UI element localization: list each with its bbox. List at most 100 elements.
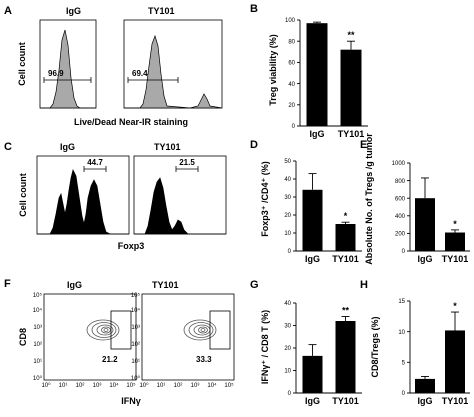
panel-a-xlabel: Live/Dead Near-IR staining [74,117,188,127]
chart-g-ytick-label: 0 [288,391,292,397]
chart-b-significance-label: ** [347,30,355,40]
panel-c-gate-value-ty101: 21.5 [179,158,195,167]
panel-f-ty101-ytick-label: 10¹ [131,359,140,365]
chart-b-bar [340,49,362,126]
panel-f-igg-xtick-label: 10⁰ [41,382,51,389]
panel-f-gate-value-ty101: 33.3 [196,355,212,364]
chart-d-bar [302,189,323,251]
chart-d-bar [335,224,356,251]
panel-a-plot-frame-ty101 [123,19,223,109]
panel-f-igg-ytick-label: 10⁵ [33,292,43,299]
panel-a-histogram-igg [40,29,96,109]
chart-d-significance-label: * [344,211,348,221]
chart-e-letter: E [360,139,367,151]
chart-d-ylabel: Foxp3⁺ /CD4⁺ (%) [260,161,270,237]
panel-c-title-ty101: TY101 [154,142,181,152]
chart-g-bar [302,355,323,393]
chart-b-category-label: IgG [310,129,325,139]
chart-d-ytick-label: 40 [284,177,291,183]
panel-f-ty101-xtick-label: 10⁵ [224,382,234,389]
chart-h-ylabel: CD8/Tregs (%) [370,316,380,377]
panel-f-title-ty101: TY101 [152,280,179,290]
panel-a: A IgG TY101 96.9 69.4 Cell count Live/De… [4,5,223,127]
chart-g-category-label: TY101 [332,396,359,406]
panel-a-letter: A [4,5,12,17]
panel-f-ty101-ytick-label: 10⁴ [131,307,141,314]
chart-d-category-label: TY101 [332,254,359,264]
chart-e-ytick-label: 400 [395,214,406,220]
chart-e-significance-label: * [453,219,457,229]
panel-c-letter: C [4,141,12,153]
panel-c-ylabel: Cell count [18,173,28,217]
panel-f-igg-xtick-label: 10¹ [59,383,68,389]
panel-c: C IgG TY101 44.7 21.5 Cell count Foxp3 [4,141,227,251]
panel-f-ty101-ytick-label: 10⁰ [131,375,141,382]
chart-e-bar [415,198,435,251]
panel-a-title-igg: IgG [66,6,81,16]
chart-g-letter: G [250,279,259,291]
chart-e-ytick-label: 600 [395,196,406,202]
chart-g: G 0 10 20 30 40 IFNγ⁺ / CD8 T (%) IgG ** TY101 [250,279,362,406]
panel-f-igg-ytick-label: 10² [33,342,42,348]
chart-d-ytick-label: 20 [284,213,291,219]
chart-g-bar [335,321,356,393]
panel-f-igg-xtick-label: 10⁵ [126,382,136,389]
panel-f-ty101-ytick-label: 10⁵ [131,292,141,299]
panel-f-ty101-ytick-label: 10² [131,342,140,348]
chart-g-ylabel: IFNγ⁺ / CD8 T (%) [260,310,270,384]
chart-h: H 0 5 10 15 CD8/Tregs (%) IgG * TY101 [360,279,470,406]
panel-f-tick-labels: 10⁰ 10¹ 10² 10³ 10⁴ 10⁵ 10⁰ 10¹ 10² 10³ … [33,292,234,389]
chart-g-ytick-label: 30 [284,324,291,330]
chart-d-ytick-label: 30 [284,195,291,201]
chart-b-letter: B [250,3,258,15]
chart-e-ylabel: Absolute No. of Tregs /g tumor [364,133,374,265]
panel-f: F IgG TY101 10⁰ 10¹ 10² 10³ 10⁴ 10⁵ 10⁰ … [4,278,235,406]
panel-f-igg-xtick-label: 10⁴ [109,382,119,389]
chart-d-letter: D [250,139,258,151]
chart-d-ytick-label: 0 [288,249,292,255]
panel-a-histogram-ty101 [124,34,223,109]
chart-e-ytick-label: 0 [402,249,406,255]
chart-d: D 0 10 20 30 40 50 Foxp3⁺ /CD4⁺ (%) IgG * TY101 [250,139,362,264]
panel-a-ylabel: Cell count [17,42,27,86]
panel-f-ty101-xtick-label: 10⁴ [207,382,217,389]
panel-f-igg-ytick-label: 10⁰ [33,375,43,382]
chart-b-ylabel: Treg viability (%) [268,34,278,106]
panel-f-ylabel: CD8 [18,328,28,346]
panel-c-gate-value-igg: 44.7 [87,158,103,167]
chart-h-category-label: IgG [418,396,433,406]
chart-b-category-label: TY101 [338,129,365,139]
chart-e-ytick-label: 200 [395,232,406,238]
chart-e-ytick-label: 1000 [392,161,406,167]
panel-c-xlabel: Foxp3 [118,241,145,251]
chart-h-ytick-label: 0 [402,391,406,397]
chart-b-ytick-label: 100 [285,18,296,24]
chart-h-ytick-label: 15 [398,299,405,305]
panel-f-gate-igg [110,310,132,350]
panel-f-xlabel: IFNγ [121,396,141,406]
panel-c-histogram-igg [37,168,129,235]
chart-g-ytick-label: 40 [284,301,291,307]
panel-f-gate-ty101 [209,310,231,350]
chart-b-ytick-label: 60 [288,61,295,67]
chart-e-category-label: IgG [418,254,433,264]
chart-b-ytick-label: 40 [288,82,295,88]
panel-f-ty101-xtick-label: 10² [174,383,183,389]
chart-h-ytick-label: 5 [402,361,406,367]
chart-g-ytick-label: 20 [284,346,291,352]
panel-f-gate-value-igg: 21.2 [102,355,118,364]
panel-f-igg-ytick-label: 10³ [33,325,42,331]
panel-a-title-ty101: TY101 [148,6,175,16]
chart-e: E 0 200 400 600 800 1000 Absolute No. of Tregs … [360,133,470,265]
chart-b: B 0 20 40 60 80 100 Treg viability (%) IgG ** TY10… [250,3,368,139]
chart-b-ytick-label: 80 [288,39,295,45]
chart-h-bar [445,330,465,393]
chart-h-significance-label: * [453,301,457,311]
chart-e-bar [445,232,465,251]
chart-g-significance-label: ** [342,306,350,316]
chart-g-ytick-label: 10 [284,369,291,375]
panel-f-contour-ty101 [183,319,217,341]
chart-d-ytick-label: 50 [284,159,291,165]
panel-a-gate-value-igg: 96.9 [48,69,64,78]
chart-e-category-label: TY101 [442,254,469,264]
